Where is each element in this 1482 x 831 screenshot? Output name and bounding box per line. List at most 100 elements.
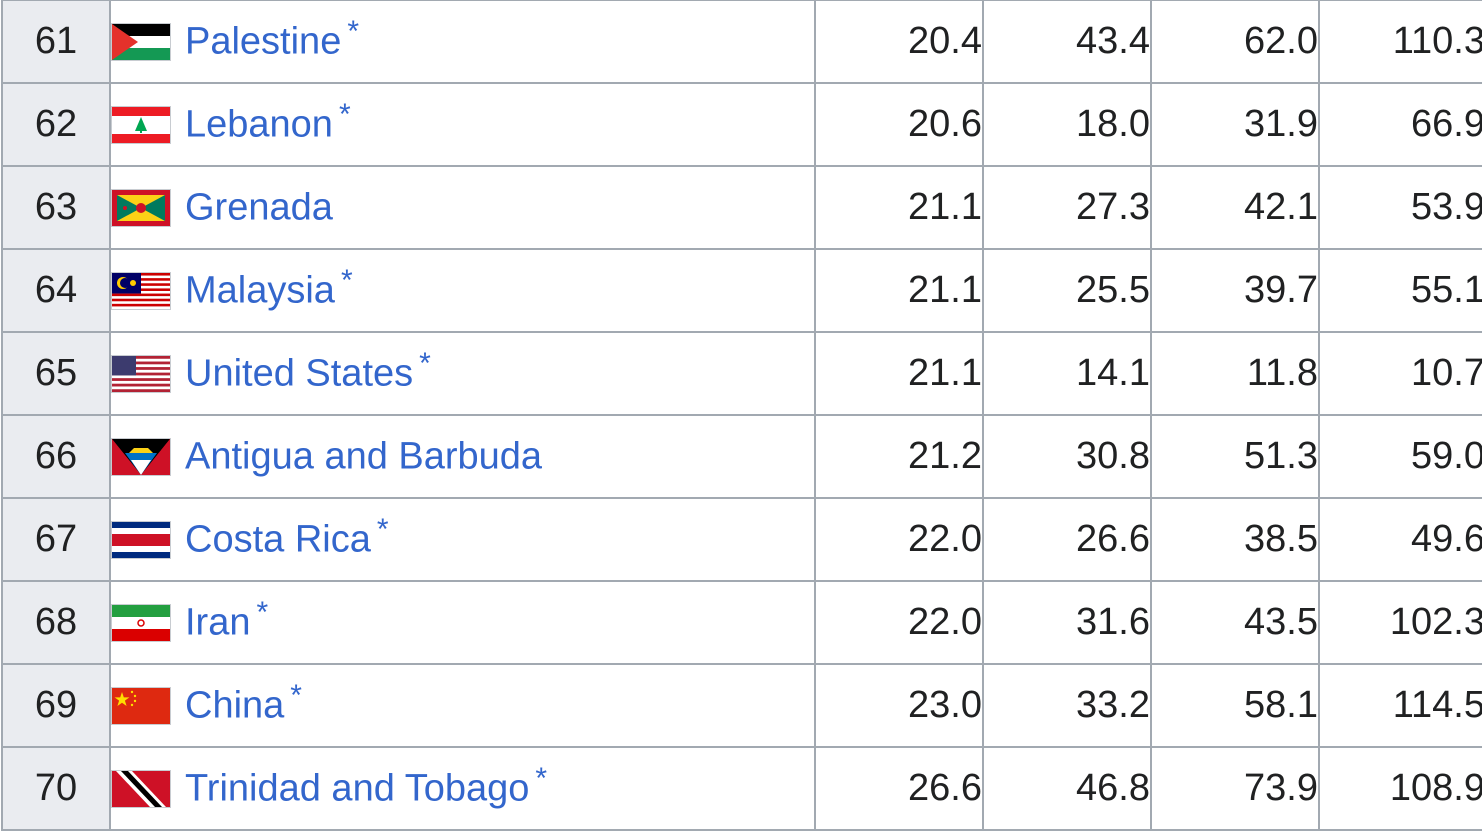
country-link[interactable]: China — [185, 684, 285, 727]
value-cell-1: 22.0 — [814, 497, 984, 582]
footnote-star[interactable]: * — [419, 347, 431, 381]
value-cell-2: 33.2 — [982, 663, 1152, 748]
table-row: 61 Palestine * 20.4 43.4 62.0 110.3 — [1, 0, 1482, 84]
footnote-star[interactable]: * — [347, 15, 360, 49]
value-cell-1: 21.2 — [814, 414, 984, 499]
value-cell-3: 51.3 — [1150, 414, 1320, 499]
value-cell-4: 55.1 — [1318, 248, 1482, 333]
value-3: 42.1 — [1244, 186, 1318, 228]
value-2: 14.1 — [1076, 352, 1150, 394]
rank-cell: 69 — [1, 663, 111, 748]
value-4: 49.6 — [1411, 518, 1482, 560]
value-cell-3: 73.9 — [1150, 746, 1320, 831]
value-cell-1: 22.0 — [814, 580, 984, 665]
value-4: 108.9 — [1389, 767, 1482, 809]
footnote-star[interactable]: * — [338, 98, 351, 132]
table-row: 62 Lebanon * 20.6 18.0 31.9 66.9 — [1, 82, 1482, 167]
value-1: 20.6 — [908, 103, 982, 145]
value-4: 110.3 — [1392, 20, 1482, 62]
country-cell: Costa Rica * — [109, 497, 816, 582]
value-cell-1: 20.6 — [814, 82, 984, 167]
rank-cell: 64 — [1, 248, 111, 333]
value-cell-3: 11.8 — [1150, 331, 1320, 416]
value-cell-4: 66.9 — [1318, 82, 1482, 167]
table-row: 65 United States * 21.1 14.1 11.8 10.7 — [1, 331, 1482, 416]
value-cell-4: 10.7 — [1318, 331, 1482, 416]
value-4: 53.9 — [1411, 186, 1482, 228]
country-cell: Palestine * — [109, 0, 816, 84]
value-2: 46.8 — [1076, 767, 1150, 809]
value-3: 73.9 — [1244, 767, 1318, 809]
united-states-flag-icon — [112, 355, 171, 394]
country-link[interactable]: Palestine — [185, 20, 342, 63]
footnote-star[interactable]: * — [376, 513, 389, 547]
country-cell: United States * — [109, 331, 816, 416]
rank-cell: 63 — [1, 165, 111, 250]
value-cell-2: 18.0 — [982, 82, 1152, 167]
rank-cell: 67 — [1, 497, 111, 582]
value-2: 30.8 — [1076, 435, 1150, 477]
table-row: 69 China * 23.0 33.2 58.1 114.5 — [1, 663, 1482, 748]
table-row: 68 Iran * 22.0 31.6 43.5 102.3 — [1, 580, 1482, 665]
value-cell-3: 38.5 — [1150, 497, 1320, 582]
country-link[interactable]: Antigua and Barbuda — [185, 435, 543, 478]
value-3: 38.5 — [1244, 518, 1318, 560]
rank-value: 67 — [34, 518, 78, 560]
value-cell-4: 108.9 — [1318, 746, 1482, 831]
value-cell-1: 26.6 — [814, 746, 984, 831]
country-link[interactable]: Grenada — [185, 186, 333, 229]
rank-cell: 70 — [1, 746, 111, 831]
country-link[interactable]: Trinidad and Tobago — [185, 767, 530, 810]
footnote-star[interactable]: * — [256, 596, 269, 630]
value-2: 33.2 — [1076, 684, 1150, 726]
country-cell: Lebanon * — [109, 82, 816, 167]
rank-cell: 68 — [1, 580, 111, 665]
country-link[interactable]: Costa Rica — [185, 518, 371, 561]
value-4: 10.7 — [1411, 352, 1482, 394]
value-cell-2: 31.6 — [982, 580, 1152, 665]
country-link[interactable]: Lebanon — [185, 103, 333, 146]
value-cell-2: 14.1 — [982, 331, 1152, 416]
value-cell-4: 110.3 — [1318, 0, 1482, 84]
country-link[interactable]: United States — [185, 352, 414, 395]
rank-value: 65 — [34, 352, 78, 394]
value-3: 11.8 — [1246, 352, 1318, 394]
country-link[interactable]: Malaysia — [185, 269, 335, 312]
grenada-flag-icon — [112, 189, 171, 228]
value-cell-2: 25.5 — [982, 248, 1152, 333]
rank-cell: 61 — [1, 0, 111, 84]
footnote-star[interactable]: * — [290, 679, 302, 713]
value-cell-2: 46.8 — [982, 746, 1152, 831]
table-row: 63 Grenada 21.1 27.3 42.1 53.9 — [1, 165, 1482, 250]
table-row: 67 Costa Rica * 22.0 26.6 38.5 49.6 — [1, 497, 1482, 582]
value-cell-4: 114.5 — [1318, 663, 1482, 748]
value-cell-1: 21.1 — [814, 331, 984, 416]
rank-cell: 62 — [1, 82, 111, 167]
china-flag-icon — [112, 687, 171, 726]
value-3: 43.5 — [1244, 601, 1318, 643]
rank-value: 70 — [34, 767, 78, 809]
footnote-star[interactable]: * — [535, 762, 548, 796]
value-cell-4: 49.6 — [1318, 497, 1482, 582]
value-4: 59.0 — [1411, 435, 1482, 477]
rank-value: 61 — [34, 20, 78, 62]
rank-value: 64 — [34, 269, 78, 311]
value-2: 31.6 — [1076, 601, 1150, 643]
value-2: 18.0 — [1076, 103, 1150, 145]
value-1: 23.0 — [908, 684, 982, 726]
country-link[interactable]: Iran — [185, 601, 251, 644]
table-row: 64 Malaysia * 21.1 25.5 39.7 55.1 — [1, 248, 1482, 333]
country-cell: Iran * — [109, 580, 816, 665]
country-cell: Trinidad and Tobago * — [109, 746, 816, 831]
value-1: 21.1 — [908, 186, 982, 228]
footnote-star[interactable]: * — [340, 264, 353, 298]
value-2: 27.3 — [1076, 186, 1150, 228]
rank-value: 66 — [34, 435, 78, 477]
lebanon-flag-icon — [112, 106, 171, 145]
value-1: 22.0 — [908, 601, 982, 643]
value-cell-2: 26.6 — [982, 497, 1152, 582]
value-cell-3: 58.1 — [1150, 663, 1320, 748]
palestine-flag-icon — [112, 23, 171, 62]
value-cell-3: 62.0 — [1150, 0, 1320, 84]
